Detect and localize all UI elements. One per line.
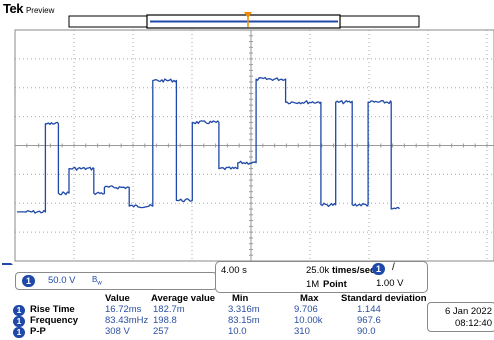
- measurement-name: Frequency: [30, 315, 79, 326]
- measurement-name: P-P: [30, 326, 46, 337]
- brand-header: Tek Preview: [3, 1, 55, 16]
- measurement-value: 16.72ms: [105, 304, 142, 315]
- measurement-header-average: Average value: [151, 293, 216, 304]
- measurement-min: 83.15m: [228, 315, 260, 326]
- datetime-box: 6 Jan 2022 08:12:40: [427, 302, 494, 332]
- measurement-average: 198.8: [153, 315, 177, 326]
- measurement-row-frequency[interactable]: 1 Frequency 83.43mHz 198.8 83.15m 10.00k…: [10, 315, 430, 329]
- record-view-bar[interactable]: [0, 0, 494, 30]
- measurement-channel-badge: 1: [13, 305, 25, 316]
- measurement-max: 9.706: [294, 304, 318, 315]
- channel-1-ground-marker[interactable]: [2, 263, 15, 265]
- measurement-min: 3.316m: [228, 304, 260, 315]
- trace-path: [17, 76, 400, 214]
- trigger-position-marker[interactable]: [244, 12, 252, 18]
- measurement-header-max: Max: [300, 293, 319, 304]
- brand-logo: Tek: [3, 1, 23, 16]
- measurement-value: 83.43mHz: [105, 315, 149, 326]
- measurement-average: 182.7m: [153, 304, 185, 315]
- date-display: 6 Jan 2022: [444, 306, 492, 317]
- measurement-name: Rise Time: [30, 304, 75, 315]
- sample-rate-unit: times/sec: [332, 265, 376, 276]
- measurement-channel-badge: 1: [13, 327, 25, 338]
- channel-1-waveform: [17, 76, 400, 214]
- time-per-division: 4.00 s: [221, 265, 247, 276]
- channel-1-scale: 50.0 V: [48, 275, 76, 286]
- bandwidth-limit-icon: Bw: [92, 275, 102, 287]
- measurement-min: 10.0: [228, 326, 247, 337]
- measurement-max: 310: [294, 326, 310, 337]
- measurement-header-std-dev: Standard deviation: [341, 293, 427, 304]
- record-length-unit: Point: [323, 279, 347, 290]
- measurement-std-dev: 1.144: [357, 304, 381, 315]
- acquisition-mode-label: Preview: [25, 6, 55, 15]
- channel-1-scale-box[interactable]: 1 50.0 V Bw: [15, 272, 217, 290]
- measurement-channel-badge: 1: [13, 316, 25, 327]
- trigger-slope-icon: /: [392, 262, 395, 273]
- channel-1-badge: 1: [22, 275, 35, 287]
- horizontal-settings-box[interactable]: 4.00 s 25.0k times/sec 1M Point: [215, 261, 428, 293]
- measurement-row-rise-time[interactable]: 1 Rise Time 16.72ms 182.7m 3.316m 9.706 …: [10, 304, 430, 318]
- record-length-value: 1M: [306, 279, 320, 290]
- measurement-header-min: Min: [232, 293, 249, 304]
- measurement-row-peak-to-peak[interactable]: 1 P-P 308 V 257 10.0 310 90.0: [10, 326, 430, 340]
- measurement-std-dev: 967.6: [357, 315, 381, 326]
- measurement-max: 10.00k: [294, 315, 323, 326]
- trigger-channel-badge: 1: [372, 263, 385, 275]
- time-display: 08:12:40: [455, 318, 492, 329]
- measurement-header-value: Value: [105, 293, 130, 304]
- measurement-table: Value Average value Min Max Standard dev…: [10, 293, 430, 340]
- trigger-level: 1.00 V: [376, 278, 404, 289]
- waveform-display: [2, 29, 494, 265]
- measurement-std-dev: 90.0: [357, 326, 376, 337]
- measurement-value: 308 V: [105, 326, 130, 337]
- sample-rate-value: 25.0k: [306, 265, 330, 276]
- measurement-average: 257: [153, 326, 169, 337]
